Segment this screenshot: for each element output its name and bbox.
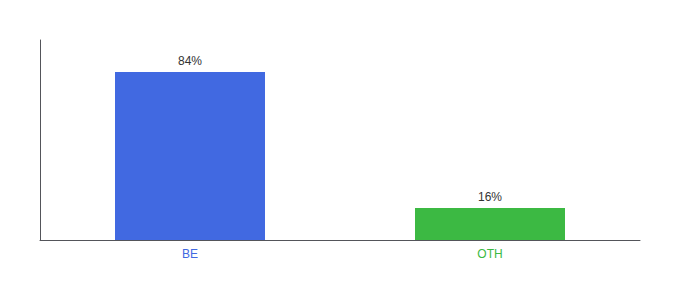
svg-text:84%: 84% xyxy=(178,54,202,68)
svg-text:BE: BE xyxy=(182,247,198,261)
svg-text:16%: 16% xyxy=(478,190,502,204)
svg-text:OTH: OTH xyxy=(477,247,502,261)
